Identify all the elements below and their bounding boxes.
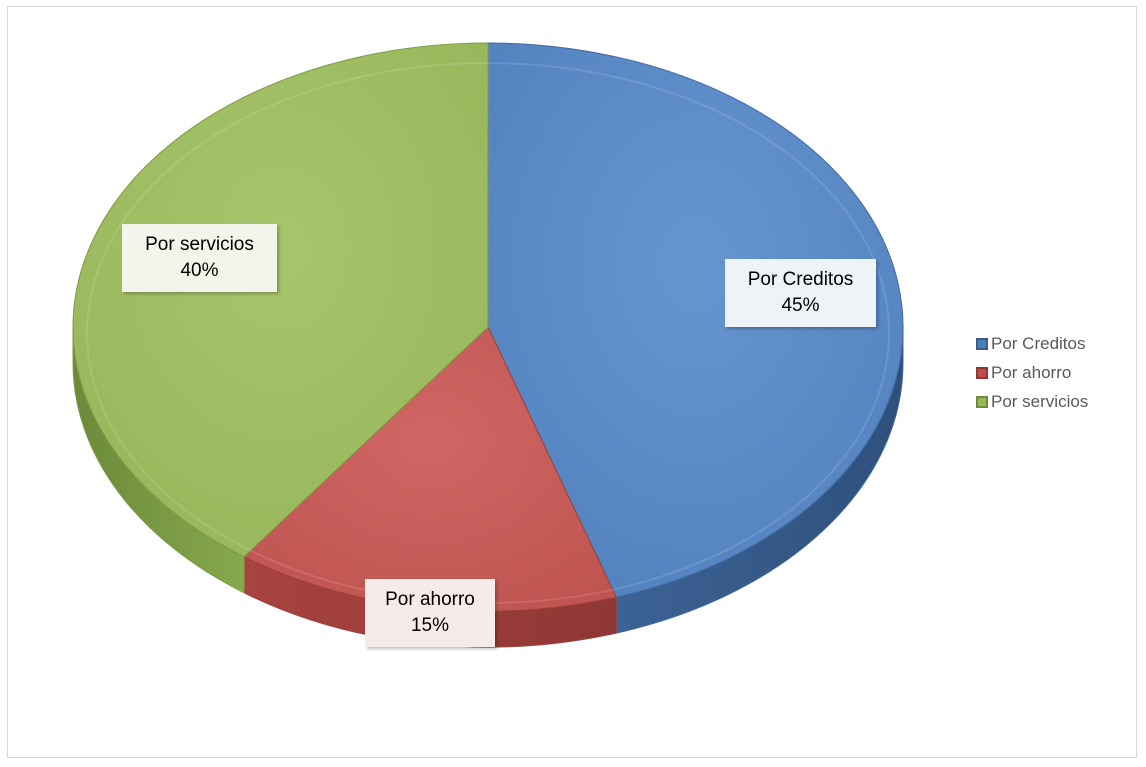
- legend-label: Por ahorro: [991, 363, 1072, 382]
- data-label-percent: 45%: [781, 295, 820, 316]
- legend: Por Creditos Por ahorro Por servicios: [976, 329, 1088, 416]
- data-label-por-creditos: Por Creditos 45%: [725, 259, 876, 327]
- data-label-percent: 40%: [180, 260, 219, 281]
- legend-item-por-ahorro[interactable]: Por ahorro: [976, 358, 1088, 387]
- legend-label: Por Creditos: [991, 334, 1086, 353]
- data-label-name: Por servicios: [145, 234, 254, 255]
- data-label-percent: 15%: [410, 615, 450, 636]
- pie-slice-por-creditos: [487, 42, 904, 598]
- chart-area: Por Creditos 45% Por ahorro 15% Por serv…: [7, 6, 1137, 758]
- legend-swatch-icon: [976, 395, 988, 408]
- pie-slice-por-servicios: [72, 42, 489, 558]
- legend-swatch-icon: [976, 366, 988, 379]
- pie-chart: [72, 42, 904, 648]
- data-label-name: Por ahorro: [385, 589, 475, 610]
- legend-label: Por servicios: [991, 392, 1089, 411]
- legend-swatch-icon: [976, 337, 988, 350]
- legend-item-por-servicios[interactable]: Por servicios: [976, 387, 1088, 416]
- data-label-por-ahorro: Por ahorro 15%: [365, 579, 495, 647]
- data-label-por-servicios: Por servicios 40%: [122, 224, 277, 292]
- data-label-name: Por Creditos: [747, 269, 854, 290]
- legend-item-por-creditos[interactable]: Por Creditos: [976, 329, 1088, 358]
